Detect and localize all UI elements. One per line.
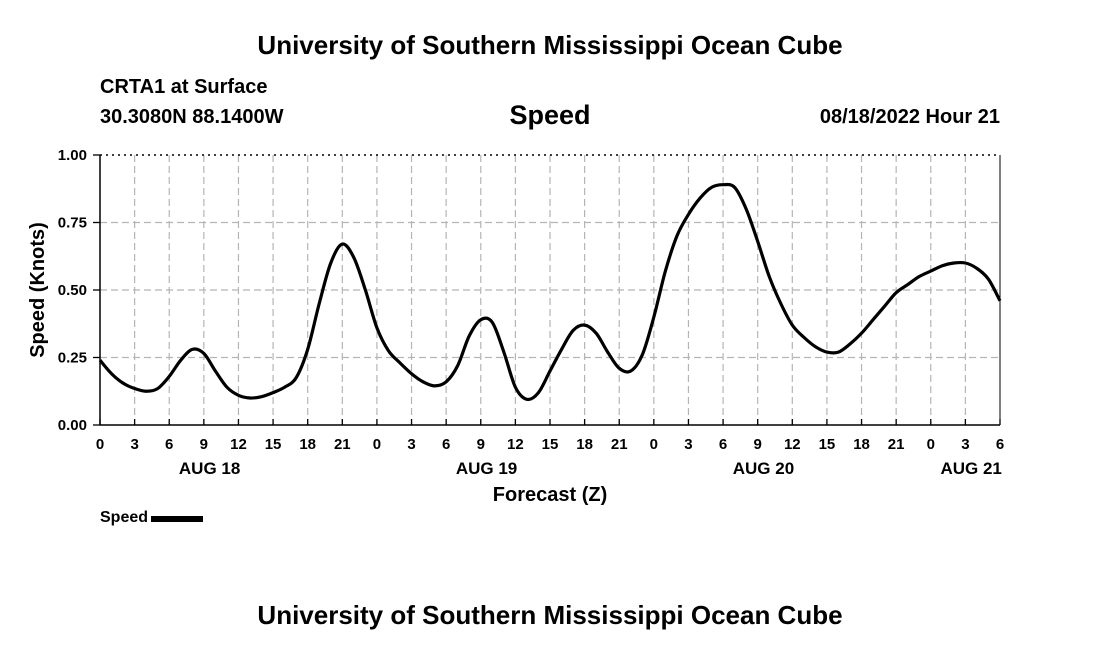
x-tick-label: 18 — [299, 436, 316, 453]
legend: Speed — [100, 509, 204, 527]
x-tick-label: 9 — [200, 436, 208, 453]
x-tick-label: 15 — [265, 436, 282, 453]
x-tick-label: 0 — [650, 436, 658, 453]
x-tick-label: 12 — [784, 436, 801, 453]
x-tick-label: 21 — [334, 436, 351, 453]
x-tick-label: 12 — [507, 436, 524, 453]
forecast-timestamp: 08/18/2022 Hour 21 — [819, 106, 1000, 128]
x-tick-label: 15 — [819, 436, 836, 453]
x-tick-label: 6 — [719, 436, 727, 453]
x-tick-label: 12 — [230, 436, 247, 453]
x-tick-label: 21 — [888, 436, 905, 453]
page-title: University of Southern Mississippi Ocean… — [257, 30, 843, 60]
tick-labels-layer: 0 3 6 9 12 15 18 21 0 3 6 9 12 15 18 21 0 3 6 9 12 15 18 21 0 3 6 0… — [58, 147, 1004, 478]
x-tick-label: 9 — [754, 436, 762, 453]
x-tick-label: 0 — [96, 436, 104, 453]
x-tick-label: 0 — [927, 436, 935, 453]
day-label: AUG 18 — [179, 459, 240, 478]
axes-layer — [93, 154, 1001, 426]
station-label: CRTA1 at Surface — [100, 76, 268, 98]
y-tick-label: 0.25 — [58, 350, 87, 367]
y-axis-label: Speed (Knots) — [27, 222, 49, 358]
footer-title: University of Southern Mississippi Ocean… — [257, 600, 843, 630]
legend-label: Speed — [100, 509, 149, 526]
x-tick-label: 6 — [996, 436, 1004, 453]
day-label: AUG 21 — [940, 459, 1001, 478]
y-tick-label: 0.00 — [58, 417, 87, 434]
x-tick-label: 9 — [477, 436, 485, 453]
y-tick-label: 1.00 — [58, 147, 87, 164]
station-coordinates: 30.3080N 88.1400W — [100, 106, 284, 128]
x-tick-label: 18 — [853, 436, 870, 453]
grid-layer — [100, 155, 1000, 425]
series-layer — [98, 182, 1002, 402]
x-tick-label: 3 — [130, 436, 138, 453]
day-label: AUG 19 — [456, 459, 517, 478]
legend-line-swatch — [151, 516, 204, 522]
x-tick-label: 3 — [961, 436, 969, 453]
chart-title: Speed — [509, 100, 591, 130]
x-tick-label: 3 — [407, 436, 415, 453]
x-axis-label: Forecast (Z) — [493, 484, 607, 506]
x-tick-label: 6 — [442, 436, 450, 453]
x-tick-label: 0 — [373, 436, 381, 453]
x-tick-label: 3 — [684, 436, 692, 453]
x-tick-label: 15 — [542, 436, 559, 453]
y-tick-label: 0.50 — [58, 282, 87, 299]
x-tick-label: 6 — [165, 436, 173, 453]
speed-series-line — [98, 182, 1002, 402]
day-label: AUG 20 — [733, 459, 794, 478]
x-tick-label: 21 — [611, 436, 628, 453]
y-tick-label: 0.75 — [58, 215, 87, 232]
x-tick-label: 18 — [576, 436, 593, 453]
